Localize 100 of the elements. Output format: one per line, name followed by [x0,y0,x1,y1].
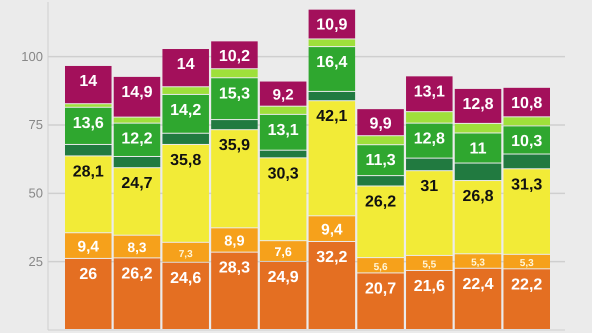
data-label: 5,5 [422,259,437,270]
bar [260,106,306,114]
y-tick-label: 25 [28,254,43,269]
bar [260,241,306,261]
bar [162,49,209,86]
bar [211,78,258,120]
data-label: 11,3 [365,152,396,170]
data-label: 24,6 [170,270,202,287]
bar [454,254,502,268]
data-label: 24,9 [268,268,299,286]
data-label: 14,9 [121,84,153,101]
bar [65,156,112,232]
bar [260,262,306,329]
bar [406,158,453,170]
data-label: 21,6 [414,278,445,295]
bar [503,117,550,126]
bar [308,47,356,91]
data-label: 14,2 [170,102,202,119]
data-label: 5,3 [520,258,534,270]
bar [162,242,209,262]
data-label: 12,8 [462,96,494,113]
data-label: 10,3 [511,133,542,150]
data-label: 14 [176,56,195,74]
bar [162,87,209,94]
data-label: 22,4 [462,276,494,293]
y-tick-label: 75 [28,117,43,132]
bar [406,270,453,329]
bar [114,258,160,329]
bar [65,66,112,104]
data-label: 26 [79,266,98,283]
data-label: 5,6 [374,262,388,273]
bar [114,236,160,258]
data-label: 15,3 [218,85,250,102]
data-label: 32,2 [316,248,348,266]
bar [65,104,112,107]
data-label: 12,2 [121,130,153,148]
bar [211,252,258,329]
bar [308,242,356,329]
data-label: 9,9 [369,115,392,132]
bar [357,273,404,329]
data-label: 28,1 [72,163,104,180]
data-label: 31 [420,178,438,196]
bar [308,101,356,216]
data-label: 10,2 [218,48,250,65]
y-tick-label: 100 [21,48,43,64]
bar [114,156,160,168]
y-tick-label: 50 [28,185,43,200]
bar [454,181,502,254]
data-label: 26,2 [365,194,396,210]
bar [406,171,453,255]
data-label: 26,2 [121,265,153,282]
data-label: 13,1 [268,122,299,139]
bar [308,92,356,100]
bar [162,262,209,329]
data-label: 13,1 [414,83,445,100]
data-label: 9,2 [272,86,294,104]
data-label: 14 [79,72,98,90]
data-label: 10,8 [511,94,542,112]
bar [503,269,550,329]
bar [503,254,550,268]
data-label: 10,9 [316,16,348,34]
data-label: 5,3 [471,258,486,269]
bar [454,124,502,132]
bar [114,168,160,235]
data-label: 28,3 [218,260,250,277]
bar [260,150,306,158]
data-label: 16,4 [316,54,348,72]
data-label: 30,3 [268,165,299,182]
data-label: 42,1 [316,108,348,126]
bar [503,154,550,168]
bar [260,158,306,240]
bar [162,134,209,144]
bar [65,144,112,156]
bar [454,164,502,180]
data-label: 35,9 [218,137,250,154]
bar [454,133,502,163]
bar [454,268,502,329]
bar [65,258,112,329]
bar [406,112,453,123]
data-label: 12,8 [414,130,445,148]
data-label: 24,7 [121,175,153,192]
bar [211,69,258,78]
bar [357,258,404,272]
bar [65,233,112,258]
data-label: 7,3 [178,248,194,260]
data-label: 9,4 [78,238,100,256]
bar [211,120,258,130]
data-label: 35,8 [170,152,202,169]
bar [211,130,258,228]
bar [357,186,404,258]
data-label: 8,9 [224,234,245,250]
data-label: 8,3 [128,240,147,255]
bar [357,136,404,144]
data-label: 11 [470,140,487,158]
bar [406,256,453,270]
bar [357,176,404,186]
bar [114,118,160,123]
bar [503,169,550,254]
data-label: 13,6 [72,114,104,132]
data-label: 7,6 [274,244,292,259]
